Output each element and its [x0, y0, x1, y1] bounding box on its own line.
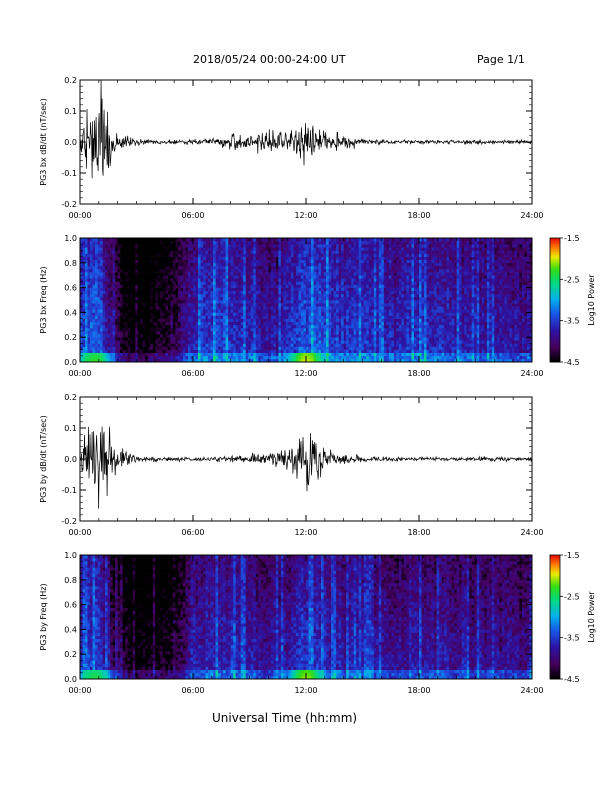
- x-tick-label: 06:00: [181, 528, 204, 537]
- x-axis-label: Universal Time (hh:mm): [212, 711, 358, 725]
- y-tick-label: 0.1: [64, 107, 77, 116]
- x-tick-label: 18:00: [407, 211, 430, 220]
- colorbar-tick-label: -2.5: [564, 592, 580, 601]
- x-tick-label: 12:00: [294, 686, 317, 695]
- colorbar-label: Log10 Power: [587, 591, 596, 643]
- y-tick-label: 0.8: [64, 259, 77, 268]
- y-tick-label: -0.2: [61, 200, 77, 209]
- x-tick-label: 00:00: [68, 211, 91, 220]
- y-tick-label: 1.0: [64, 551, 77, 560]
- y-tick-label: 0.6: [64, 601, 77, 610]
- y-tick-label: -0.1: [61, 486, 77, 495]
- y-tick-label: 0.2: [64, 650, 77, 659]
- y-tick-label: 0.1: [64, 424, 77, 433]
- x-tick-label: 06:00: [181, 369, 204, 378]
- x-tick-label: 00:00: [68, 686, 91, 695]
- page-title: 2018/05/24 00:00-24:00 UT: [193, 53, 346, 66]
- y-tick-label: 0.2: [64, 393, 77, 402]
- y-tick-label: -0.1: [61, 169, 77, 178]
- x-tick-label: 00:00: [68, 369, 91, 378]
- colorbar-tick-label: -4.5: [564, 358, 580, 367]
- colorbar-frame: [549, 554, 561, 680]
- panel-2: [79, 237, 563, 363]
- x-tick-label: 24:00: [520, 211, 543, 220]
- y-tick-label: 0.0: [64, 675, 77, 684]
- y-tick-label: 0.2: [64, 333, 77, 342]
- colorbar: [549, 554, 563, 680]
- x-tick-label: 24:00: [520, 369, 543, 378]
- x-tick-label: 24:00: [520, 686, 543, 695]
- colorbar-tick-label: -4.5: [564, 675, 580, 684]
- colorbar-label: Log10 Power: [587, 274, 596, 326]
- colorbar-tick-label: -3.5: [564, 634, 580, 643]
- x-tick-label: 18:00: [407, 528, 430, 537]
- y-tick-label: 0.6: [64, 284, 77, 293]
- y-tick-label: 1.0: [64, 234, 77, 243]
- x-tick-label: 18:00: [407, 369, 430, 378]
- y-tick-label: 0.2: [64, 76, 77, 85]
- dbdt-trace: [80, 426, 532, 509]
- x-tick-label: 12:00: [294, 528, 317, 537]
- x-tick-label: 18:00: [407, 686, 430, 695]
- y-tick-label: 0.4: [64, 308, 77, 317]
- spectrogram-cells: [80, 555, 533, 680]
- y-tick-label: -0.2: [61, 517, 77, 526]
- colorbar-tick-label: -1.5: [564, 551, 580, 560]
- dbdt-trace: [80, 80, 532, 179]
- y-tick-label: 0.0: [64, 358, 77, 367]
- panel-3: [79, 396, 533, 522]
- panel-1: [79, 79, 533, 205]
- colorbar-tick-label: -3.5: [564, 317, 580, 326]
- colorbar: [549, 237, 563, 363]
- y-axis-label: PG3 bx dB/dt (nT/sec): [39, 98, 48, 185]
- x-tick-label: 24:00: [520, 528, 543, 537]
- colorbar-tick-label: -1.5: [564, 234, 580, 243]
- page-number: Page 1/1: [477, 53, 525, 66]
- x-tick-label: 06:00: [181, 211, 204, 220]
- panel-4: [79, 554, 563, 680]
- x-tick-label: 00:00: [68, 528, 91, 537]
- x-tick-label: 06:00: [181, 686, 204, 695]
- colorbar-tick-label: -2.5: [564, 275, 580, 284]
- y-tick-label: 0.0: [64, 455, 77, 464]
- x-tick-label: 12:00: [294, 369, 317, 378]
- y-axis-label: PG3 bx Freq (Hz): [39, 266, 48, 333]
- y-tick-label: 0.8: [64, 576, 77, 585]
- y-tick-label: 0.4: [64, 625, 77, 634]
- x-tick-label: 12:00: [294, 211, 317, 220]
- colorbar-frame: [549, 237, 561, 363]
- y-tick-label: 0.0: [64, 138, 77, 147]
- spectrogram-cells: [80, 238, 533, 363]
- y-axis-label: PG3 by Freq (Hz): [39, 583, 48, 650]
- y-axis-label: PG3 by dB/dt (nT/sec): [39, 415, 48, 502]
